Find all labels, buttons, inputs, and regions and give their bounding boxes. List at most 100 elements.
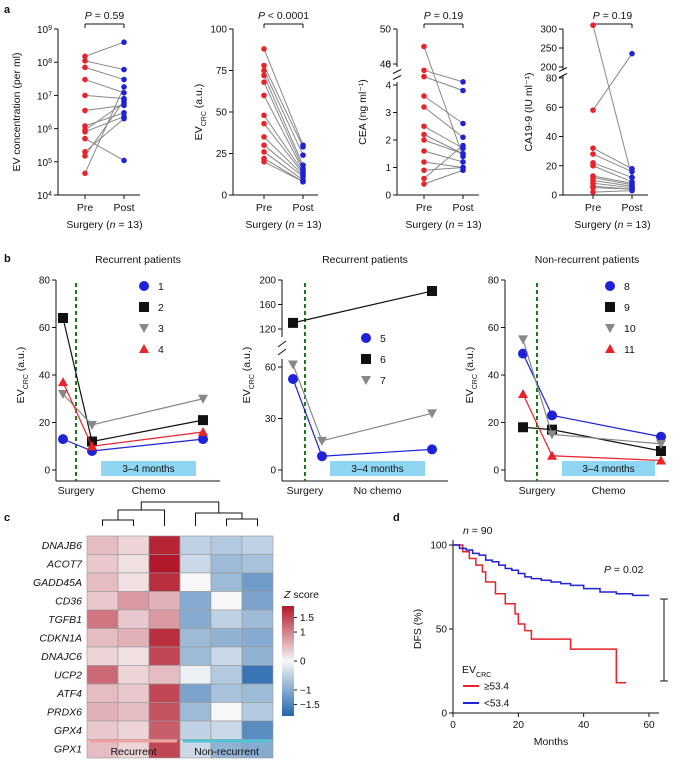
- series-point-8: [547, 410, 557, 421]
- x-tick-label: Post: [452, 202, 473, 214]
- pre-point: [590, 145, 596, 151]
- series-point-11: [656, 455, 666, 465]
- p-value-label: P < 0.0001: [258, 10, 309, 22]
- colorbar-tick-label: 0: [300, 657, 306, 668]
- y-tick-label: 200: [259, 276, 276, 287]
- paired-line: [423, 139, 464, 155]
- paired-line: [84, 94, 125, 100]
- series-point-9: [656, 446, 666, 456]
- axis-break: [558, 73, 568, 78]
- paired-line: [592, 175, 633, 184]
- y-tick-label: 100: [210, 25, 227, 36]
- paired-line: [84, 41, 125, 57]
- legend-marker-2: [139, 302, 149, 312]
- heatmap-cell: [117, 572, 150, 592]
- pre-point: [421, 67, 427, 74]
- axis-break: [277, 348, 287, 356]
- pre-point: [261, 92, 267, 99]
- survival-curve-low: [453, 544, 649, 597]
- x-tick-label: Post: [292, 202, 313, 214]
- x-tick-label: Pre: [256, 202, 273, 214]
- series-point-10: [656, 439, 666, 449]
- gene-label: GPX4: [54, 725, 82, 737]
- heatmap-cell: [210, 572, 243, 592]
- heatmap-cell: [86, 646, 119, 666]
- series-point-11: [547, 450, 557, 460]
- y-tick-label: 20: [546, 161, 558, 172]
- legend-marker-9: [605, 302, 615, 312]
- z-score-title: Z score: [283, 589, 319, 601]
- gene-label: UCP2: [54, 670, 82, 682]
- legend-marker-6: [361, 354, 371, 364]
- paired-line: [592, 53, 633, 111]
- time-band-label: 3–4 months: [122, 464, 174, 475]
- heatmap-cell: [179, 609, 212, 629]
- y-axis-label: CA19-9 (IU ml⁻¹): [523, 72, 535, 151]
- paired-line: [84, 102, 125, 131]
- y-tick-label: 105: [37, 157, 52, 169]
- pre-point: [421, 148, 427, 154]
- post-point: [629, 50, 635, 57]
- x-label-surgery: Surgery: [519, 485, 557, 497]
- post-point: [460, 159, 466, 165]
- dendrogram-branch: [117, 509, 165, 526]
- y-tick-label: 80: [546, 74, 558, 85]
- legend-label-7: 7: [380, 375, 386, 387]
- x-tick-label: 0: [450, 720, 456, 731]
- pre-point: [421, 123, 427, 130]
- post-point: [121, 76, 127, 83]
- paired-line: [263, 151, 304, 181]
- y-tick-label: 3: [385, 108, 391, 119]
- heatmap-cell: [241, 535, 274, 555]
- pre-point: [261, 142, 267, 148]
- pre-point: [82, 92, 88, 99]
- paired-line: [84, 66, 125, 81]
- chart-c-heatmap: DNAJB6 ACOT7 GADD45A CD36 TGFB1 CDKN1A DNAJC6 U…: [33, 501, 320, 759]
- axis-break: [558, 67, 568, 72]
- paired-line: [263, 65, 304, 148]
- pre-point: [82, 135, 88, 142]
- legend-label-10: 10: [624, 323, 636, 335]
- y-tick-label: 300: [540, 25, 557, 36]
- paired-line: [592, 165, 633, 183]
- series-point-9: [547, 424, 557, 435]
- post-point: [629, 174, 635, 181]
- colorbar-tick-label: −1: [300, 685, 312, 696]
- y-tick-label: 0: [44, 466, 50, 477]
- x-label-treatment: Chemo: [592, 485, 626, 497]
- paired-line: [263, 123, 304, 174]
- heatmap-cell: [86, 665, 119, 685]
- pre-point: [421, 175, 427, 182]
- heatmap-cell: [148, 683, 181, 703]
- post-point: [121, 84, 127, 90]
- heatmap-cell: [148, 628, 181, 648]
- y-tick-label: 107: [37, 91, 52, 103]
- chart-b2: Recurrent patients 0 30 60 120 160 200 EVCRC (a…: [241, 254, 448, 497]
- paired-line: [592, 187, 633, 190]
- y-tick-label: 40: [380, 60, 392, 71]
- post-point: [460, 150, 466, 157]
- y-axis-label: EVCRC (a.u.): [15, 347, 30, 404]
- series-point-4: [58, 377, 68, 387]
- y-tick-label: 0: [270, 466, 276, 477]
- paired-line: [84, 138, 125, 161]
- heatmap-cell: [241, 609, 274, 629]
- pre-point: [261, 72, 267, 79]
- series-point-7: [288, 360, 298, 370]
- legend-label-8: 8: [624, 281, 630, 293]
- series-point-9: [518, 422, 528, 433]
- y-tick-label: 6: [385, 60, 391, 71]
- paired-line: [84, 60, 125, 71]
- legend-label-1: 1: [158, 281, 164, 293]
- post-point: [460, 167, 466, 174]
- paired-line: [592, 176, 633, 186]
- chart-title: Non-recurrent patients: [535, 254, 639, 266]
- series-point-4: [198, 427, 208, 436]
- legend-title: EVCRC: [462, 664, 491, 679]
- y-tick-label: 40: [39, 371, 51, 382]
- axis-break: [392, 75, 402, 80]
- series-line-5: [292, 378, 433, 457]
- heatmap-cell: [210, 646, 243, 666]
- post-point: [460, 134, 466, 141]
- heatmap-cell: [179, 628, 212, 648]
